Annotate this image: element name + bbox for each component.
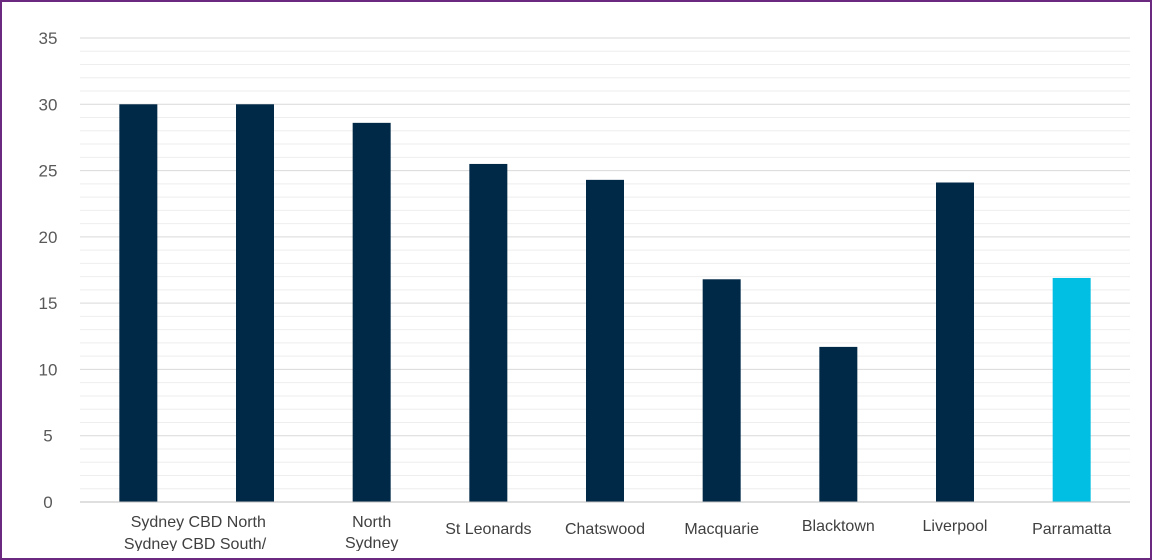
bar-4	[586, 179, 624, 502]
x-tick-label: Blacktown	[802, 518, 875, 535]
x-tick-label: Sydney CBD North	[131, 514, 266, 531]
bar-2	[352, 122, 391, 503]
y-tick-label: 25	[39, 162, 58, 181]
y-tick-label: 35	[39, 29, 58, 48]
x-tick-label: Sydney CBD South/	[124, 536, 267, 551]
x-tick-label: Chatswood	[565, 521, 645, 538]
y-axis: 0 5 10 15 20 25 30 35	[39, 29, 58, 512]
x-tick-label: Liverpool	[923, 518, 988, 535]
y-tick-label: 30	[39, 95, 58, 114]
y-tick-label: 20	[39, 228, 58, 247]
bar-6	[819, 346, 858, 502]
y-tick-label: 10	[39, 360, 58, 379]
x-tick-label: St Leonards	[445, 521, 531, 538]
x-tick-label: Parramatta	[1032, 521, 1111, 538]
bar-0	[119, 104, 158, 503]
y-tick-label: 0	[43, 493, 52, 512]
bar-1	[236, 104, 274, 503]
bar-5	[702, 279, 741, 502]
x-axis: Sydney CBD North Sydney CBD South/North Sy…	[80, 501, 1130, 551]
x-tick-label: North Sydney	[345, 514, 398, 551]
bar-7	[936, 182, 974, 502]
y-tick-label: 5	[43, 427, 52, 446]
bar-8	[1052, 277, 1091, 502]
bars	[119, 104, 1091, 503]
x-tick-label: Macquarie	[684, 521, 759, 538]
bar-3	[469, 163, 508, 502]
y-tick-label: 15	[39, 294, 58, 313]
